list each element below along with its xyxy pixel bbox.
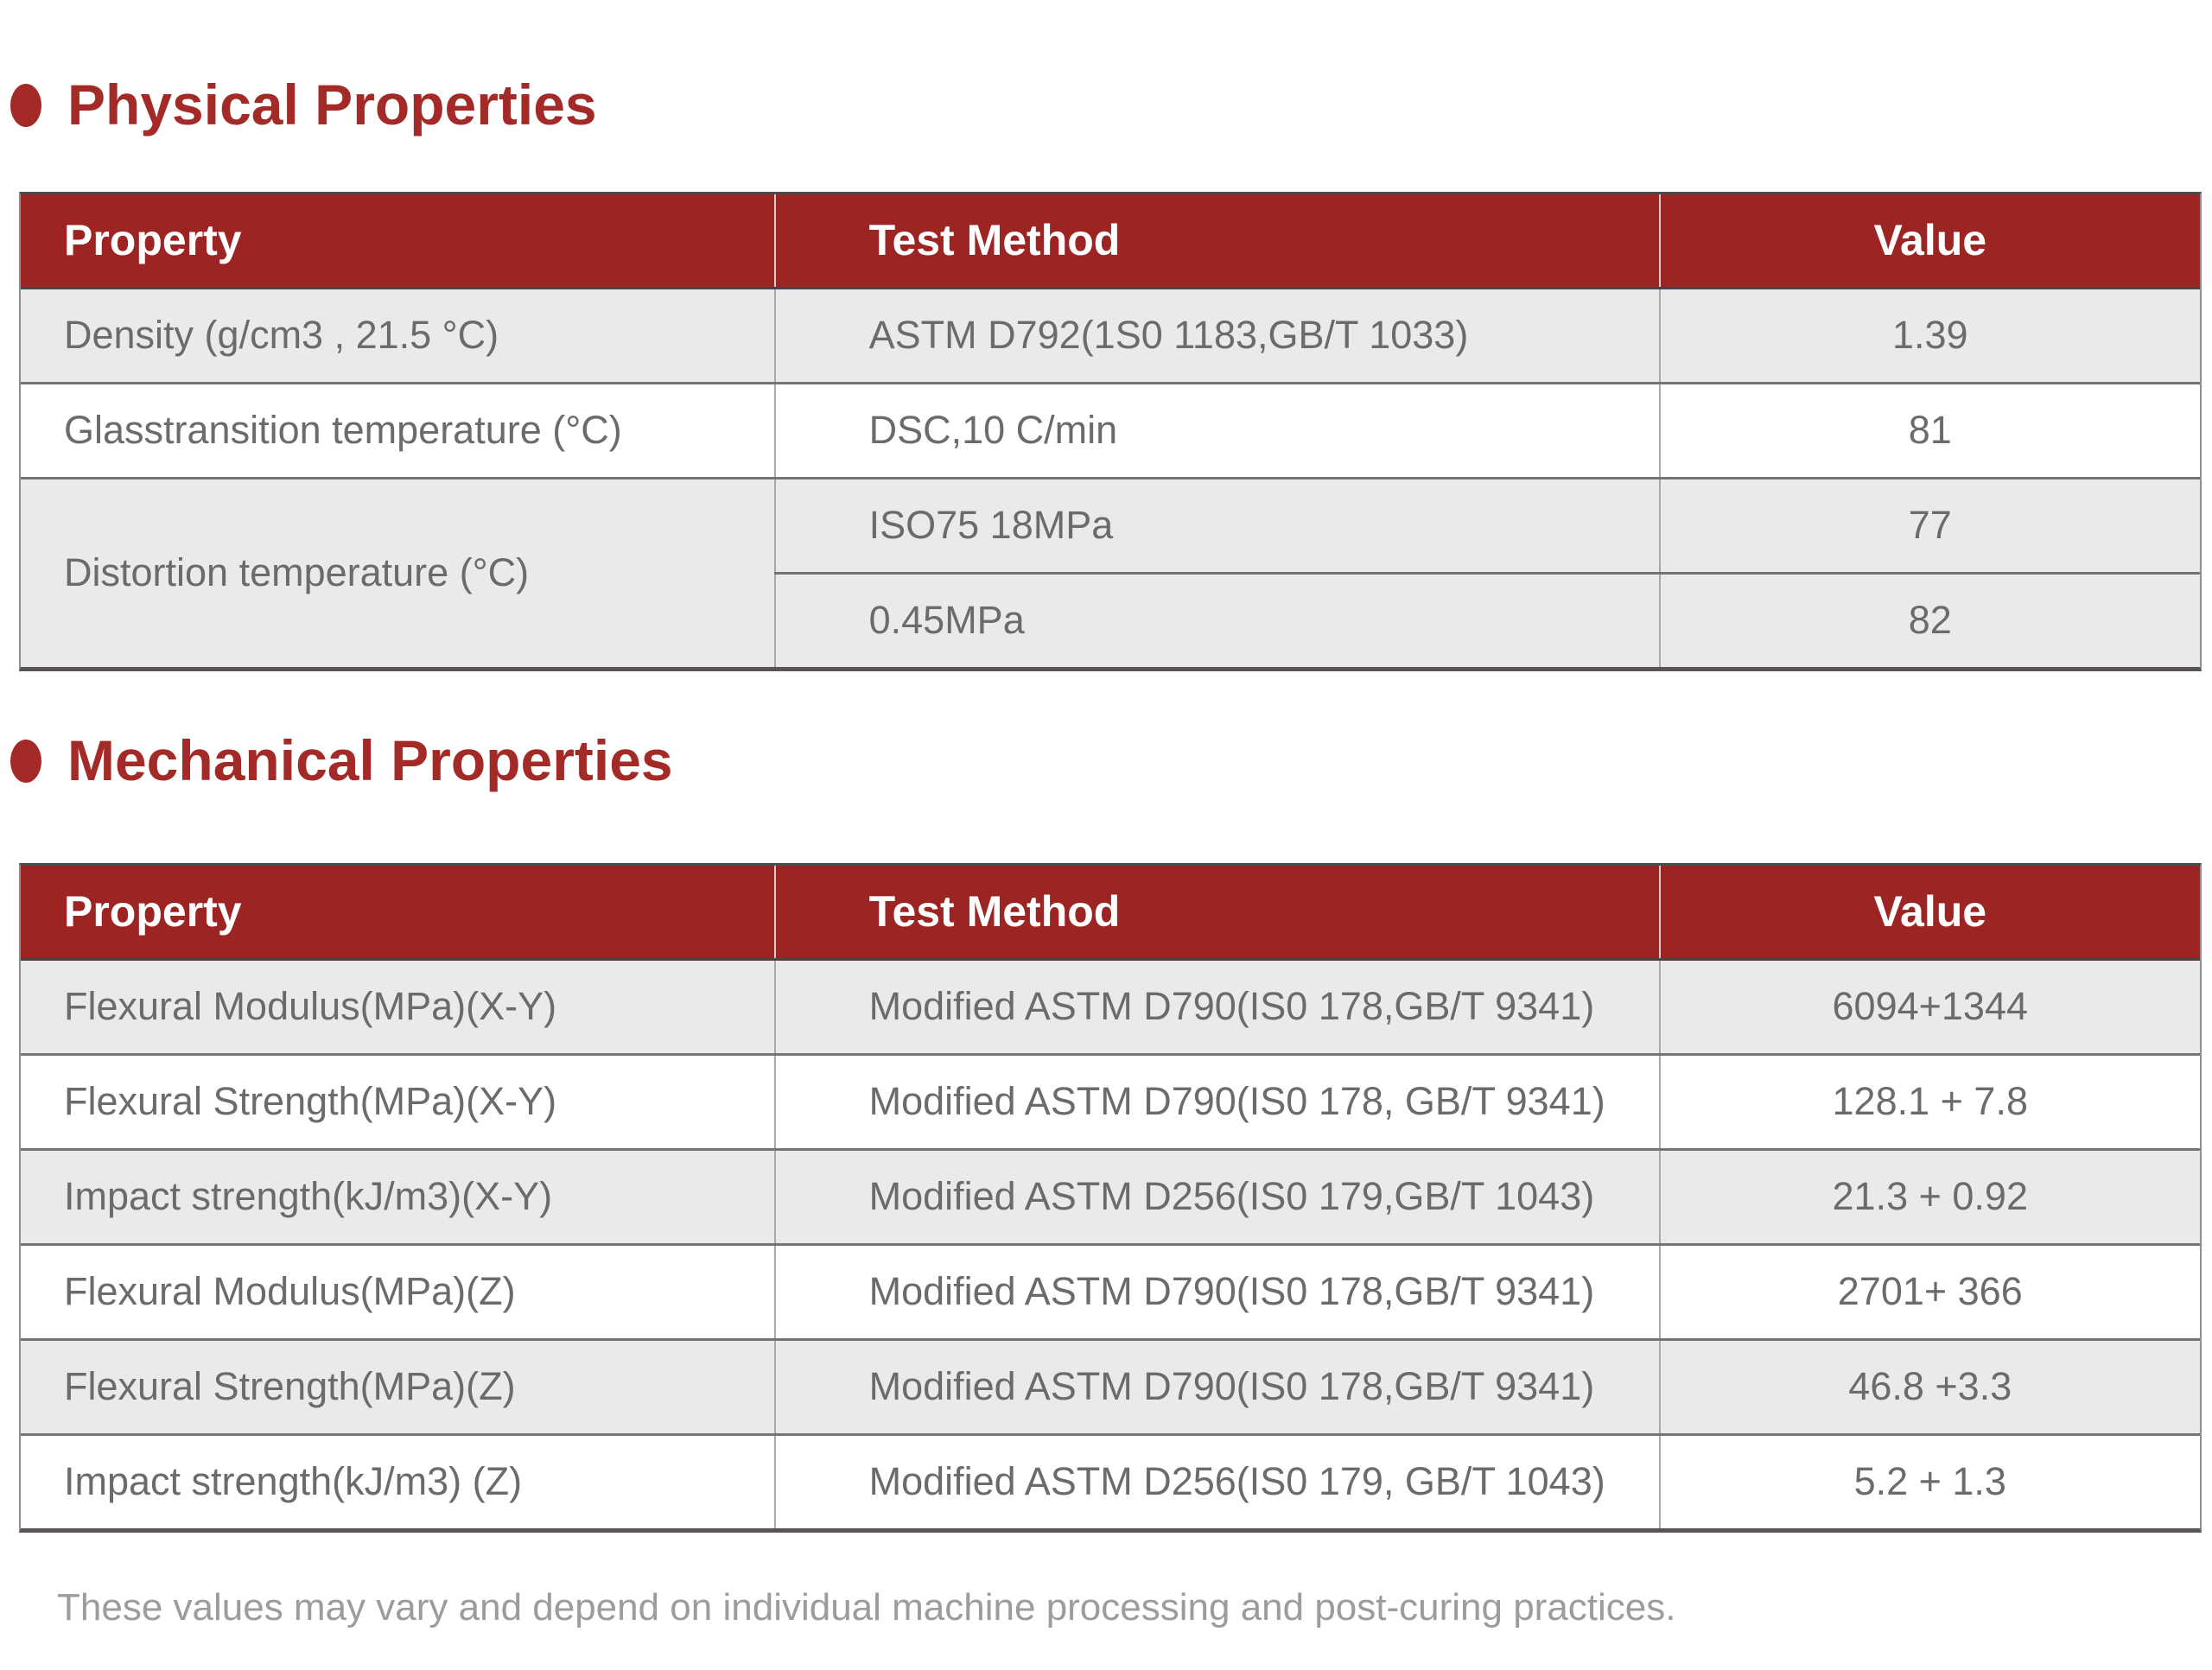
physical-properties-table: Property Test Method Value Density (g/cm… <box>19 191 2202 671</box>
cell-property: Flexural Modulus(MPa)(Z) <box>21 1242 775 1340</box>
cell-test-method: Modified ASTM D790(IS0 178,GB/T 9341) <box>773 959 1660 1055</box>
section-title-mechanical: Mechanical Properties <box>10 728 2212 794</box>
table-row: Impact strength(kJ/m3) (Z) Modified ASTM… <box>21 1432 2200 1528</box>
cell-test-method: Modified ASTM D256(IS0 179, GB/T 1043) <box>773 1432 1660 1528</box>
table-row: Flexural Strength(MPa)(Z) Modified ASTM … <box>21 1337 2200 1435</box>
table-header-row: Property Test Method Value <box>21 194 2200 289</box>
cell-property: Impact strength(kJ/m3) (Z) <box>21 1432 775 1528</box>
column-header-test-method: Test Method <box>773 865 1660 961</box>
column-header-test-method: Test Method <box>773 194 1660 289</box>
column-header-property: Property <box>21 194 775 289</box>
table-row: Impact strength(kJ/m3)(X-Y) Modified AST… <box>21 1147 2200 1245</box>
section-title-physical: Physical Properties <box>10 73 2212 138</box>
section-title-text: Physical Properties <box>67 73 597 137</box>
cell-value: 46.8 +3.3 <box>1658 1337 2200 1435</box>
section-title-text: Mechanical Properties <box>67 727 673 792</box>
cell-value: 21.3 + 0.92 <box>1658 1147 2200 1245</box>
table-row: Flexural Strength(MPa)(X-Y) Modified AST… <box>21 1052 2200 1150</box>
table-row: Density (g/cm3 , 21.5 °C) ASTM D792(1S0 … <box>21 288 2200 384</box>
cell-test-method: 0.45MPa <box>773 571 1660 667</box>
cell-value: 2701+ 366 <box>1658 1242 2200 1340</box>
table-row: Distortion temperature (°C) ISO75 18MPa … <box>21 476 2200 667</box>
section-bullet-icon <box>10 83 41 127</box>
cell-test-method: Modified ASTM D256(IS0 179,GB/T 1043) <box>773 1147 1660 1245</box>
cell-test-method: DSC,10 C/min <box>773 381 1660 479</box>
table-row: Glasstransition temperature (°C) DSC,10 … <box>21 381 2200 479</box>
section-bullet-icon <box>10 739 41 783</box>
cell-test-method: Modified ASTM D790(IS0 178,GB/T 9341) <box>773 1242 1660 1340</box>
cell-property: Flexural Modulus(MPa)(X-Y) <box>21 959 775 1055</box>
table-sub-row: 0.45MPa 82 <box>21 571 2200 667</box>
cell-value: 77 <box>1658 476 2200 574</box>
cell-test-method: Modified ASTM D790(IS0 178,GB/T 9341) <box>773 1337 1660 1435</box>
mechanical-properties-table: Property Test Method Value Flexural Modu… <box>19 862 2202 1533</box>
cell-value: 1.39 <box>1658 288 2200 384</box>
cell-property: Glasstransition temperature (°C) <box>21 381 775 479</box>
table-header-row: Property Test Method Value <box>21 865 2200 961</box>
cell-property: Flexural Strength(MPa)(X-Y) <box>21 1052 775 1150</box>
cell-property: Impact strength(kJ/m3)(X-Y) <box>21 1147 775 1245</box>
cell-property-merged: Distortion temperature (°C) <box>21 476 775 667</box>
cell-value: 82 <box>1658 571 2200 667</box>
column-header-value: Value <box>1658 865 2200 961</box>
cell-value: 6094+1344 <box>1658 959 2200 1055</box>
cell-test-method: ISO75 18MPa <box>773 476 1660 574</box>
column-header-property: Property <box>21 865 775 961</box>
table-row: Flexural Modulus(MPa)(Z) Modified ASTM D… <box>21 1242 2200 1340</box>
cell-property: Flexural Strength(MPa)(Z) <box>21 1337 775 1435</box>
cell-value: 81 <box>1658 381 2200 479</box>
table-row: Flexural Modulus(MPa)(X-Y) Modified ASTM… <box>21 959 2200 1055</box>
footnote-text: These values may vary and depend on indi… <box>57 1585 1676 1629</box>
cell-test-method: Modified ASTM D790(IS0 178, GB/T 9341) <box>773 1052 1660 1150</box>
column-header-value: Value <box>1658 194 2200 289</box>
cell-value: 5.2 + 1.3 <box>1658 1432 2200 1528</box>
cell-property: Density (g/cm3 , 21.5 °C) <box>21 288 775 384</box>
cell-test-method: ASTM D792(1S0 1183,GB/T 1033) <box>773 288 1660 384</box>
cell-value: 128.1 + 7.8 <box>1658 1052 2200 1150</box>
